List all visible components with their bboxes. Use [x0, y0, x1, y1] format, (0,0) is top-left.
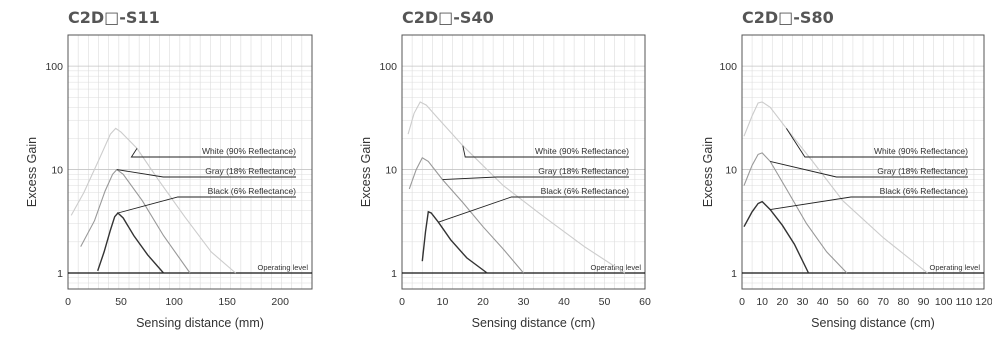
x-tick-label: 0: [739, 296, 745, 308]
x-tick-label: 40: [817, 296, 829, 308]
y-tick-label: 100: [379, 61, 397, 73]
series-label-0: White (90% Reflectance): [535, 146, 629, 156]
operating-level-label: Operating level: [258, 263, 309, 272]
y-axis-label: Excess Gain: [25, 137, 39, 207]
series-label-2: Black (6% Reflectance): [541, 186, 630, 196]
y-axis-label: Excess Gain: [359, 137, 373, 207]
y-axis-label: Excess Gain: [701, 137, 715, 207]
x-tick-label: 30: [797, 296, 809, 308]
series-line-1: [408, 157, 524, 274]
x-axis-label: Sensing distance (cm): [811, 316, 935, 330]
x-tick-label: 120: [975, 296, 992, 308]
x-tick-label: 200: [271, 296, 289, 308]
y-tick-label: 10: [725, 165, 737, 177]
x-tick-label: 0: [399, 296, 405, 308]
series-label-1: Gray (18% Reflectance): [205, 166, 296, 176]
series-leader-2: [438, 196, 629, 223]
x-tick-label: 60: [639, 296, 651, 308]
x-tick-label: 90: [918, 296, 930, 308]
x-tick-label: 40: [558, 296, 570, 308]
series-label-0: White (90% Reflectance): [874, 146, 968, 156]
series-leader-1: [442, 176, 629, 181]
x-tick-label: 50: [837, 296, 849, 308]
y-tick-label: 10: [51, 165, 63, 177]
x-tick-label: 110: [955, 296, 972, 308]
series-label-1: Gray (18% Reflectance): [538, 166, 629, 176]
x-tick-label: 20: [477, 296, 489, 308]
x-tick-label: 20: [776, 296, 788, 308]
x-tick-label: 80: [897, 296, 909, 308]
series-leader-2: [117, 196, 296, 214]
series-label-0: White (90% Reflectance): [202, 146, 296, 156]
x-axis-label: Sensing distance (mm): [136, 316, 264, 330]
series-leader-1: [116, 169, 296, 178]
x-tick-label: 60: [857, 296, 869, 308]
x-tick-label: 10: [437, 296, 449, 308]
plot-frame: [741, 34, 985, 290]
series-leader-2: [770, 196, 968, 211]
chart-title: C2D□-S11: [68, 8, 160, 27]
x-tick-label: 0: [65, 296, 71, 308]
series-line-2: [743, 200, 810, 274]
chart-0: Operating level White (90% Reflectance) Gr…: [25, 8, 313, 330]
x-tick-label: 100: [935, 296, 953, 308]
series-leader-0: [786, 128, 968, 158]
chart-2: Operating level White (90% Reflectance) Gr…: [701, 8, 992, 330]
y-tick-label: 100: [719, 61, 737, 73]
series-line-2: [421, 210, 488, 274]
y-tick-label: 100: [45, 61, 63, 73]
x-tick-label: 30: [518, 296, 530, 308]
x-axis-label: Sensing distance (cm): [472, 316, 596, 330]
plot-frame: [67, 34, 313, 290]
series-leader-0: [130, 148, 296, 158]
series-label-2: Black (6% Reflectance): [208, 186, 297, 196]
chart-title: C2D□-S40: [402, 8, 494, 27]
chart-title: C2D□-S80: [742, 8, 834, 27]
x-tick-label: 50: [115, 296, 127, 308]
series-line-0: [407, 101, 626, 274]
x-tick-label: 150: [218, 296, 236, 308]
x-tick-label: 10: [756, 296, 768, 308]
operating-level-label: Operating level: [930, 263, 981, 272]
y-tick-label: 1: [731, 268, 737, 280]
plot-frame: [401, 34, 646, 290]
series-line-1: [743, 152, 848, 274]
x-tick-label: 70: [877, 296, 889, 308]
series-label-2: Black (6% Reflectance): [880, 186, 969, 196]
series-line-1: [80, 168, 191, 274]
series-line-0: [743, 101, 928, 274]
series-leader-0: [462, 145, 629, 158]
y-tick-label: 1: [57, 268, 63, 280]
series-line-0: [70, 127, 236, 274]
y-tick-label: 10: [385, 165, 397, 177]
series-label-1: Gray (18% Reflectance): [877, 166, 968, 176]
series-line-2: [97, 211, 165, 274]
series-leader-1: [770, 160, 968, 178]
x-tick-label: 100: [165, 296, 183, 308]
x-tick-label: 50: [599, 296, 611, 308]
y-tick-label: 1: [391, 268, 397, 280]
